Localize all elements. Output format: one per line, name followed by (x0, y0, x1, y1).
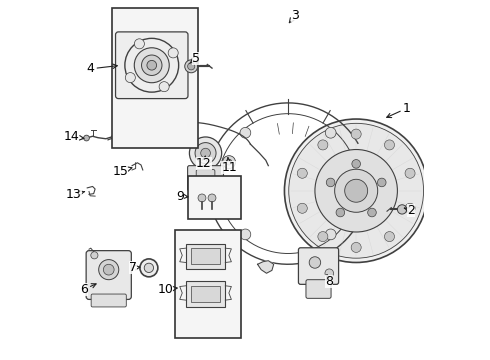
Text: 10: 10 (157, 283, 177, 296)
Text: 14: 14 (64, 130, 84, 144)
Bar (191, 248, 220, 264)
Circle shape (240, 229, 251, 240)
Circle shape (226, 159, 232, 165)
Circle shape (188, 63, 195, 70)
Circle shape (125, 39, 179, 92)
Circle shape (125, 73, 135, 83)
Circle shape (352, 159, 361, 168)
Circle shape (147, 60, 157, 70)
Text: 1: 1 (387, 102, 411, 118)
Bar (186, 244, 225, 269)
Circle shape (222, 156, 236, 168)
Circle shape (198, 194, 206, 202)
Circle shape (125, 73, 135, 83)
Circle shape (325, 269, 334, 278)
Circle shape (240, 127, 251, 138)
Circle shape (335, 169, 378, 212)
Text: 4: 4 (87, 62, 117, 75)
Circle shape (325, 229, 336, 240)
Circle shape (190, 137, 221, 169)
Text: 6: 6 (80, 283, 96, 296)
Bar (186, 244, 225, 269)
Bar (112, 8, 198, 148)
Circle shape (325, 127, 336, 138)
Circle shape (351, 242, 361, 252)
Circle shape (91, 252, 98, 259)
Circle shape (198, 194, 206, 202)
Bar (191, 248, 220, 264)
Text: 3: 3 (289, 9, 299, 23)
FancyBboxPatch shape (116, 32, 188, 99)
Circle shape (168, 48, 178, 58)
FancyBboxPatch shape (86, 251, 131, 300)
Circle shape (297, 203, 307, 213)
Circle shape (195, 143, 216, 163)
Circle shape (185, 60, 197, 73)
Circle shape (315, 149, 397, 232)
Circle shape (385, 140, 394, 150)
FancyBboxPatch shape (116, 32, 188, 99)
Text: 5: 5 (190, 51, 200, 64)
Bar (175, 230, 242, 338)
Polygon shape (258, 261, 274, 273)
Circle shape (103, 264, 114, 275)
Circle shape (84, 135, 89, 141)
FancyBboxPatch shape (298, 248, 339, 284)
Circle shape (385, 231, 394, 242)
Circle shape (289, 123, 423, 258)
FancyBboxPatch shape (196, 170, 215, 185)
Circle shape (405, 203, 415, 213)
Circle shape (326, 178, 335, 187)
Circle shape (188, 63, 195, 70)
Circle shape (377, 178, 386, 187)
Bar (186, 282, 225, 307)
Circle shape (397, 205, 407, 214)
Circle shape (208, 194, 216, 202)
Circle shape (159, 82, 169, 92)
FancyBboxPatch shape (306, 280, 331, 298)
FancyBboxPatch shape (188, 166, 223, 191)
Circle shape (405, 168, 415, 178)
Circle shape (134, 48, 169, 83)
Bar (191, 286, 220, 302)
Bar (188, 176, 242, 220)
Circle shape (368, 208, 376, 217)
Circle shape (144, 263, 153, 273)
Circle shape (134, 48, 169, 83)
Circle shape (159, 82, 169, 92)
Circle shape (201, 148, 210, 158)
Circle shape (185, 60, 197, 73)
Circle shape (98, 260, 119, 280)
Bar (191, 286, 220, 302)
Circle shape (351, 129, 361, 139)
Text: 2: 2 (404, 204, 415, 217)
Circle shape (140, 259, 158, 277)
Text: 8: 8 (325, 275, 333, 288)
Circle shape (134, 39, 145, 49)
FancyBboxPatch shape (91, 294, 126, 307)
Text: 9: 9 (176, 190, 188, 203)
Circle shape (297, 168, 307, 178)
Circle shape (208, 194, 216, 202)
Text: 11: 11 (221, 158, 237, 174)
Text: 12: 12 (196, 156, 212, 170)
Circle shape (142, 55, 162, 76)
Circle shape (344, 179, 368, 202)
Circle shape (318, 231, 328, 242)
Circle shape (134, 39, 145, 49)
Text: 7: 7 (129, 261, 140, 274)
Circle shape (285, 119, 428, 262)
Circle shape (168, 48, 178, 58)
Circle shape (147, 60, 157, 70)
Circle shape (142, 55, 162, 76)
Bar (186, 282, 225, 307)
Circle shape (318, 140, 328, 150)
Circle shape (125, 39, 179, 92)
Circle shape (309, 257, 320, 268)
Circle shape (336, 208, 344, 217)
Text: 13: 13 (66, 188, 85, 201)
Text: 15: 15 (113, 165, 132, 177)
